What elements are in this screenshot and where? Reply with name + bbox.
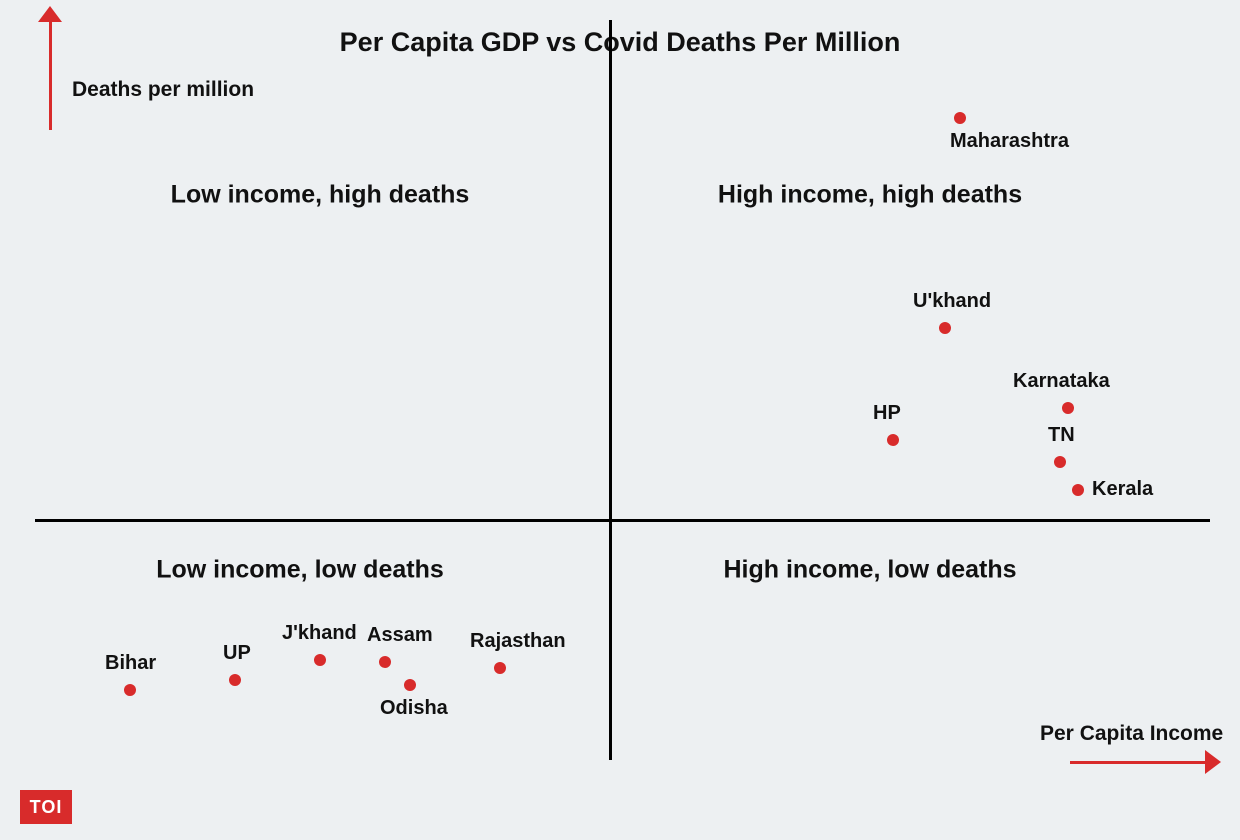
scatter-point-label: Kerala (1092, 478, 1153, 501)
quadrant-label-bottom-right: High income, low deaths (723, 556, 1016, 585)
scatter-point (404, 679, 416, 691)
scatter-point-label: HP (873, 402, 901, 425)
scatter-point-label: TN (1048, 424, 1075, 447)
scatter-point (124, 684, 136, 696)
scatter-point (314, 654, 326, 666)
scatter-point-label: Bihar (105, 652, 156, 675)
chart-title: Per Capita GDP vs Covid Deaths Per Milli… (340, 27, 901, 58)
scatter-point (887, 434, 899, 446)
x-axis-label: Per Capita Income (1040, 722, 1223, 746)
x-axis-line (35, 519, 1210, 522)
quadrant-label-bottom-left: Low income, low deaths (156, 556, 444, 585)
y-axis-label: Deaths per million (72, 78, 254, 102)
scatter-point (1062, 402, 1074, 414)
scatter-point (1054, 456, 1066, 468)
scatter-point (1072, 484, 1084, 496)
scatter-point (379, 656, 391, 668)
y-axis-line (609, 20, 612, 760)
x-axis-arrow-head (1205, 750, 1221, 774)
scatter-point-label: Odisha (380, 697, 448, 720)
scatter-point (954, 112, 966, 124)
quadrant-label-top-left: Low income, high deaths (171, 181, 470, 210)
scatter-point-label: Rajasthan (470, 630, 566, 653)
scatter-point-label: UP (223, 642, 251, 665)
x-axis-arrow-line (1070, 761, 1205, 764)
chart-canvas: Per Capita GDP vs Covid Deaths Per Milli… (0, 0, 1240, 840)
scatter-point-label: Maharashtra (950, 130, 1069, 153)
y-axis-arrow-line (49, 18, 52, 130)
scatter-point (494, 662, 506, 674)
toi-logo: TOI (20, 790, 72, 824)
scatter-point-label: Assam (367, 624, 433, 647)
scatter-point (229, 674, 241, 686)
scatter-point (939, 322, 951, 334)
scatter-point-label: U'khand (913, 290, 991, 313)
scatter-point-label: Karnataka (1013, 370, 1110, 393)
y-axis-arrow-head (38, 6, 62, 22)
quadrant-label-top-right: High income, high deaths (718, 181, 1022, 210)
scatter-point-label: J'khand (282, 622, 357, 645)
